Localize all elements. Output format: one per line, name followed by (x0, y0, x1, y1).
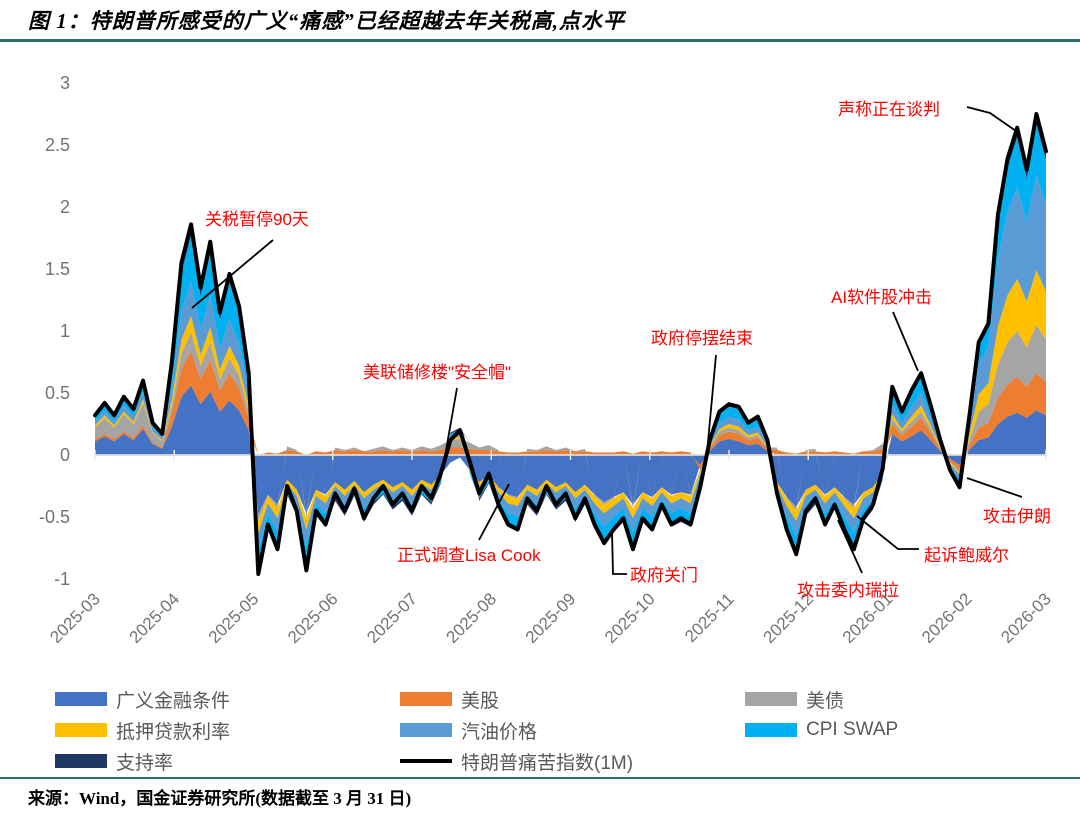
leader-line-sue-powell (856, 515, 919, 550)
leader-line-fed-renovation-hat (444, 387, 458, 457)
legend-label: CPI SWAP (806, 719, 899, 740)
leader-line-lisa-cook-probe (478, 483, 510, 541)
legend-item-mortgage-rate: 抵押贷款利率 (55, 719, 400, 743)
leader-line-shutdown-end (706, 354, 717, 454)
legend-label: 美债 (806, 690, 845, 712)
annotation-shutdown-end: 政府停摆结束 (651, 329, 753, 348)
annotation-claims-negotiating: 声称正在谈判 (838, 100, 940, 119)
legend-label: 抵押贷款利率 (116, 721, 231, 743)
legend-label: 广义金融条件 (116, 690, 231, 712)
legend-swatch-gasoline-price (400, 723, 452, 737)
y-axis-tick-label: 2 (60, 197, 70, 217)
x-axis-tick-label: 2025-04 (126, 589, 184, 647)
source-divider (0, 777, 1080, 779)
x-axis-tick-label: 2025-11 (681, 589, 738, 646)
leader-line-ai-stock-shock (892, 311, 919, 372)
chart-title: 图 1：特朗普所感受的广义“痛感”已经超越去年关税高,点水平 (28, 9, 625, 33)
y-axis-tick-label: 0.5 (45, 383, 70, 403)
x-axis-tick-label: 2026-02 (918, 589, 976, 647)
legend-item-us-stocks: 美股 (400, 688, 745, 712)
annotation-tariff-pause-90d: 关税暂停90天 (205, 210, 309, 229)
annotation-govt-shutdown: 政府关门 (630, 566, 698, 585)
misery-index-line (93, 112, 1048, 577)
y-axis-tick-label: -0.5 (39, 507, 70, 527)
x-axis-tick-label: 2026-03 (997, 589, 1055, 647)
annotation-sue-powell: 起诉鲍威尔 (924, 546, 1009, 565)
annotation-attack-iran: 攻击伊朗 (983, 507, 1051, 526)
y-axis-tick-label: 3 (60, 73, 70, 93)
legend-swatch-cpi-swap (745, 723, 797, 737)
x-axis-tick-label: 2025-08 (443, 589, 501, 647)
area-us-stocks (95, 350, 1046, 470)
area-us-treasuries (95, 324, 1046, 521)
y-axis-tick-label: 2.5 (45, 135, 70, 155)
legend-label: 美股 (461, 690, 500, 712)
leader-line-claims-negotiating (966, 106, 1017, 132)
x-axis-tick-label: 2025-09 (522, 589, 580, 647)
legend-label: 特朗普痛苦指数(1M) (461, 752, 634, 774)
chart-legend: 广义金融条件 美股 美债抵押贷款利率 汽油价格 CPI SWAP 支持率 特朗普痛苦指数(1… (55, 688, 1045, 774)
legend-swatch-financial-conditions (55, 692, 107, 706)
legend-item-us-treasuries: 美债 (745, 688, 1045, 712)
leader-line-govt-shutdown (611, 530, 627, 575)
legend-item-financial-conditions: 广义金融条件 (55, 688, 400, 712)
y-axis-tick-label: 1 (60, 321, 70, 341)
legend-item-misery-index: 特朗普痛苦指数(1M) (400, 750, 745, 774)
annotation-ai-stock-shock: AI软件股冲击 (831, 288, 933, 307)
x-axis-tick-label: 2025-05 (205, 589, 263, 647)
y-axis-tick-label: 0 (60, 445, 70, 465)
leader-line-tariff-pause-90d (191, 239, 274, 309)
legend-swatch-us-treasuries (745, 692, 797, 706)
legend-label: 汽油价格 (461, 721, 538, 743)
legend-item-cpi-swap: CPI SWAP (745, 719, 1045, 741)
legend-swatch-us-stocks (400, 692, 452, 706)
title-divider (0, 39, 1080, 42)
x-axis-tick-label: 2025-07 (363, 589, 421, 647)
source-note: 来源：Wind，国金证券研究所(数据截至 3 月 31 日) (28, 789, 412, 808)
area-financial-conditions (95, 385, 1046, 515)
x-axis-tick-label: 2025-06 (284, 589, 342, 647)
leader-line-attack-iran (966, 477, 1023, 498)
area-gasoline-price (95, 174, 1046, 551)
leader-line-attack-venezuela (837, 519, 863, 574)
legend-swatch-misery-index (400, 759, 452, 763)
y-axis-tick-label: 1.5 (45, 259, 70, 279)
x-axis-tick-label: 2025-03 (46, 589, 104, 647)
x-axis-tick-label: 2025-10 (601, 589, 659, 647)
legend-swatch-mortgage-rate (55, 723, 107, 737)
annotation-lisa-cook-probe: 正式调查Lisa Cook (397, 546, 541, 565)
y-axis-tick-label: -1 (54, 569, 70, 589)
legend-swatch-approval-rating (55, 754, 107, 768)
annotation-attack-venezuela: 攻击委内瑞拉 (797, 581, 899, 600)
legend-item-approval-rating: 支持率 (55, 750, 400, 774)
legend-item-gasoline-price: 汽油价格 (400, 719, 745, 743)
annotation-fed-renovation-hat: 美联储修楼"安全帽" (363, 363, 512, 382)
legend-label: 支持率 (116, 752, 174, 774)
